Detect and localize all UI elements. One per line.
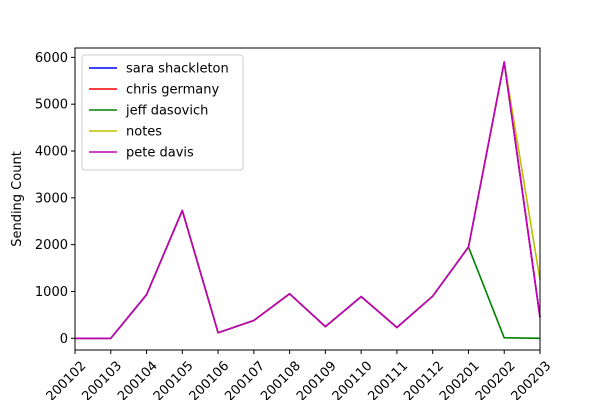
- y-tick-label: 5000: [35, 98, 68, 113]
- y-tick-label: 2000: [35, 238, 68, 253]
- legend: sara shackleton chris germany jeff dasovic…: [81, 54, 244, 171]
- plot-frame: [74, 47, 541, 351]
- legend-label: chris germany: [126, 83, 219, 98]
- legend-label: jeff dasovich: [125, 104, 208, 119]
- legend-label: notes: [126, 125, 162, 140]
- x-tick-label: 200203: [509, 359, 555, 400]
- plot-lines: [75, 61, 541, 340]
- series-line-pete-davis: [75, 61, 541, 340]
- x-axis: 2001022001032001042001052001062001072001…: [44, 350, 555, 400]
- legend-box: [81, 54, 244, 171]
- y-axis: 0 1000 2000 3000 4000 5000 6000: [35, 51, 75, 347]
- y-tick-label: 0: [60, 332, 68, 347]
- y-axis-label: Sending Count: [10, 151, 25, 247]
- y-tick-label: 4000: [35, 145, 68, 160]
- legend-label: sara shackleton: [126, 62, 229, 77]
- y-tick-label: 6000: [35, 51, 68, 66]
- y-tick-label: 1000: [35, 285, 68, 300]
- y-tick-label: 3000: [35, 191, 68, 206]
- legend-label: pete davis: [126, 146, 194, 161]
- series-line-jeff-dasovich: [75, 209, 541, 340]
